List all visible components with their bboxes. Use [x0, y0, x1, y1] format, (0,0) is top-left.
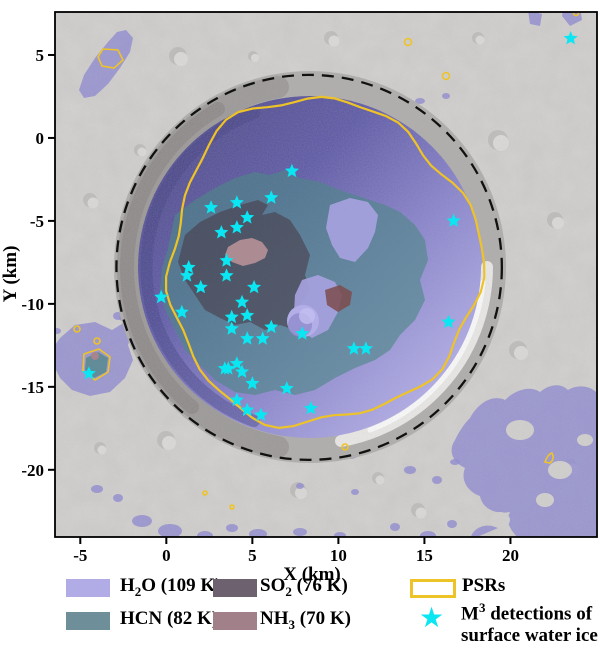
water-ice-star	[240, 402, 255, 417]
water-ice-star	[219, 253, 234, 267]
water-ice-star	[235, 364, 250, 378]
svg-text:10: 10	[330, 546, 347, 565]
water-ice-star	[358, 341, 373, 355]
h2o-swatch	[66, 579, 110, 597]
svg-text:5: 5	[248, 546, 257, 565]
water-ice-star-icon: ★	[419, 601, 445, 634]
nh3-regions	[225, 238, 268, 266]
m3-detections-label: M3 detections of surface water ice	[461, 600, 598, 647]
water-ice-star	[240, 210, 255, 224]
water-ice-star	[204, 200, 219, 214]
water-ice-star-markers	[81, 31, 578, 421]
water-ice-star	[229, 195, 244, 209]
water-ice-star	[154, 289, 169, 304]
water-ice-star	[224, 309, 239, 324]
water-ice-star	[264, 319, 279, 334]
water-ice-star	[346, 341, 361, 355]
so2-label: SO2 (76 K)	[260, 575, 348, 599]
hcn-label: HCN (82 K)	[120, 608, 219, 629]
small-psr-outlines	[73, 12, 580, 510]
svg-text:20: 20	[502, 546, 519, 565]
water-ice-star	[174, 304, 189, 319]
y-axis-ticks: 5 0 -5 -10 -15 -20	[21, 46, 55, 480]
water-ice-star	[441, 314, 456, 329]
water-ice-star	[253, 407, 268, 421]
svg-text:-5: -5	[30, 212, 44, 231]
so2-swatch	[213, 579, 257, 597]
x-axis-title: X (km)	[283, 564, 341, 585]
x-axis-ticks: -5 0 5 10 15 20	[73, 537, 519, 565]
psr-label: PSRs	[462, 575, 506, 596]
water-ice-star	[295, 326, 310, 340]
water-ice-star	[214, 225, 229, 239]
water-ice-star	[279, 381, 294, 395]
svg-text:15: 15	[416, 546, 433, 565]
nh3-region-small	[325, 285, 352, 312]
water-ice-star	[284, 163, 299, 178]
water-ice-star	[563, 31, 578, 45]
nh3-label: NH3 (70 K)	[260, 608, 351, 632]
water-ice-star	[224, 321, 239, 335]
water-ice-star	[193, 279, 208, 294]
water-ice-star	[245, 376, 260, 390]
water-ice-star	[303, 401, 318, 415]
water-ice-star	[229, 392, 244, 407]
y-axis-title: Y (km)	[0, 246, 21, 303]
water-ice-star	[81, 366, 96, 380]
svg-text:-10: -10	[21, 295, 44, 314]
nh3-swatch	[213, 612, 257, 630]
svg-text:0: 0	[36, 129, 45, 148]
crater-rim-dashed-circle	[115, 73, 503, 461]
water-ice-star	[264, 190, 279, 204]
water-ice-star	[219, 268, 234, 282]
svg-text:-5: -5	[73, 546, 87, 565]
water-ice-star	[229, 220, 244, 234]
svg-text:-15: -15	[21, 378, 44, 397]
hcn-swatch	[66, 612, 110, 630]
psr-swatch	[410, 579, 456, 598]
water-ice-star	[240, 331, 255, 345]
water-ice-star	[235, 294, 250, 309]
h2o-label: H2O (109 K)	[120, 575, 222, 599]
water-ice-star	[255, 331, 270, 345]
floor-craterlet	[287, 305, 319, 337]
svg-text:0: 0	[162, 546, 171, 565]
water-ice-star	[179, 268, 194, 282]
water-ice-star	[247, 279, 262, 294]
water-ice-star	[221, 361, 236, 375]
psr-main-contour	[165, 95, 486, 430]
water-ice-star	[181, 260, 196, 274]
map-content	[55, 12, 597, 537]
west-patch-nh3-speck	[91, 352, 99, 360]
svg-text:5: 5	[36, 46, 45, 65]
plot-border	[54, 11, 598, 538]
svg-text:-20: -20	[21, 461, 44, 480]
water-ice-star	[240, 308, 255, 322]
water-ice-star	[446, 213, 461, 227]
